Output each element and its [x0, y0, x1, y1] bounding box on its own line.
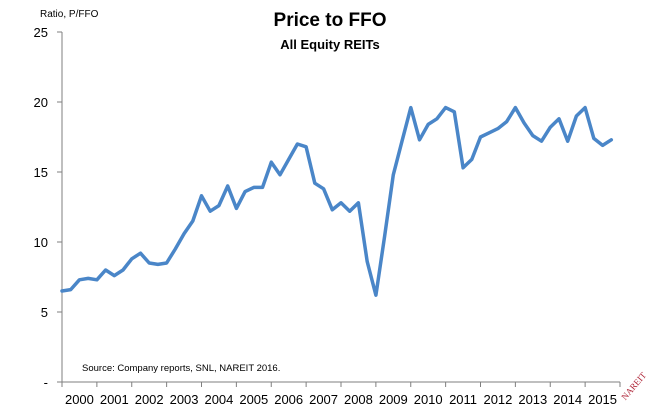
x-tick-label: 2010	[414, 392, 443, 407]
x-tick-label: 2000	[65, 392, 94, 407]
y-tick-label: -	[44, 375, 48, 390]
chart-title: Price to FFO	[274, 10, 387, 31]
x-tick-label: 2002	[135, 392, 164, 407]
y-tick-label: 15	[34, 165, 48, 180]
nareit-logo: NAREIT	[619, 370, 648, 402]
chart-subtitle: All Equity REITs	[280, 37, 379, 52]
y-tick-label: 10	[34, 235, 48, 250]
x-tick-label: 2011	[449, 392, 477, 407]
series-line-price-to-ffo	[60, 105, 614, 297]
x-tick-label: 2007	[309, 392, 338, 407]
x-tick-label: 2003	[170, 392, 199, 407]
source-annotation: Source: Company reports, SNL, NAREIT 201…	[82, 363, 280, 374]
x-tick-label: 2005	[239, 392, 268, 407]
y-tick-label: 20	[34, 95, 48, 110]
nareit-logo-text: NAREIT	[619, 370, 648, 402]
y-tick-label: 25	[34, 25, 48, 40]
y-ticks: - 5 10 15 20 25	[34, 25, 62, 390]
x-tick-label: 2008	[344, 392, 373, 407]
x-tick-label: 2004	[204, 392, 233, 407]
x-tick-label: 2014	[553, 392, 582, 407]
x-tick-label: 2006	[274, 392, 303, 407]
y-tick-label: 5	[41, 305, 48, 320]
x-tick-label: 2012	[483, 392, 512, 407]
x-tick-label: 2013	[518, 392, 547, 407]
x-tick-label: 2009	[379, 392, 408, 407]
x-ticks: 2000 2001 2002 2003 2004 2005 2006 2007 2008 2009…	[61, 382, 621, 407]
x-tick-label: 2015	[588, 392, 617, 407]
y-axis-label: Ratio, P/FFO	[40, 9, 99, 20]
x-tick-label: 2001	[100, 392, 129, 407]
